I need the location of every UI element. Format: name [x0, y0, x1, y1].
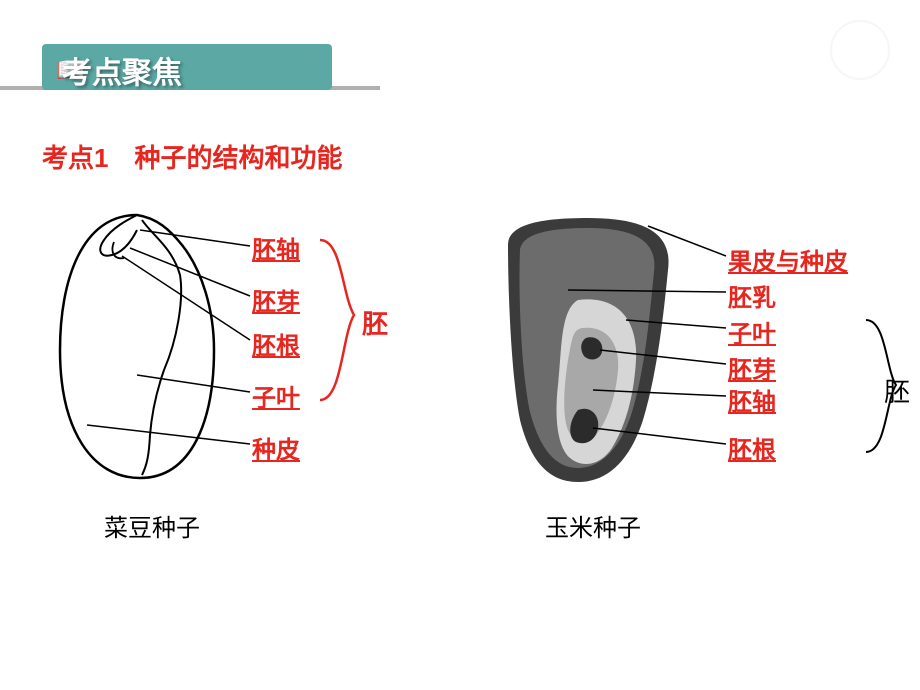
bean-label-epicotyl: 胚轴: [252, 230, 300, 265]
corn-seed-figure: 果皮与种皮 胚乳 子叶 胚芽 胚轴 胚根 胚 玉米种子: [478, 200, 898, 560]
bean-label-seedcoat: 种皮: [252, 430, 300, 465]
corn-caption: 玉米种子: [498, 508, 688, 543]
corn-label-cotyledon: 子叶: [728, 314, 776, 349]
bean-seed-figure: 胚轴 胚芽 胚根 子叶 种皮 胚 菜豆种子: [42, 200, 462, 560]
corn-label-plumule: 胚芽: [728, 350, 776, 385]
bean-caption: 菜豆种子: [72, 508, 232, 543]
header-title: 考点聚焦: [62, 48, 182, 92]
bean-embryo-label: 胚: [362, 304, 388, 341]
corn-label-endosperm: 胚乳: [728, 278, 776, 313]
corn-embryo-label: 胚: [884, 372, 910, 409]
corn-label-radicle: 胚根: [728, 430, 776, 465]
corn-label-epicotyl: 胚轴: [728, 382, 776, 417]
bean-label-plumule: 胚芽: [252, 282, 300, 317]
watermark-circle: [830, 20, 890, 80]
bean-label-cotyledon: 子叶: [252, 378, 300, 413]
header-bar: 📖 考点聚焦: [0, 22, 920, 88]
corn-seed-svg: [478, 210, 698, 500]
bean-seed-svg: [42, 200, 232, 490]
bean-label-radicle: 胚根: [252, 326, 300, 361]
keypoint-title: 考点1 种子的结构和功能: [42, 138, 342, 175]
corn-label-pericarp: 果皮与种皮: [728, 242, 848, 277]
